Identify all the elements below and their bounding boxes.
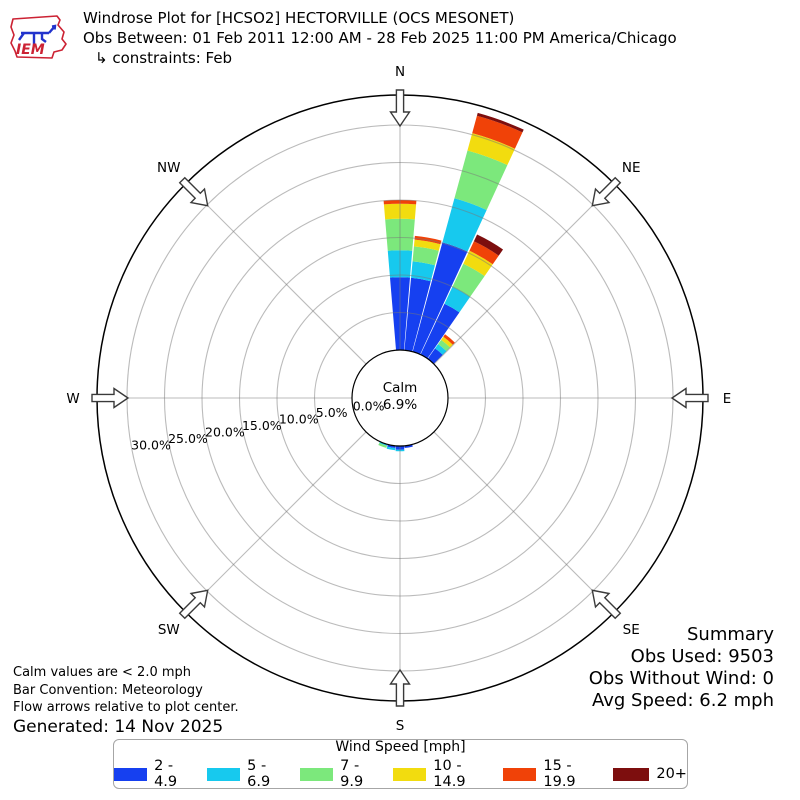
legend-bin-label: 15 - 19.9 <box>543 758 576 790</box>
ring-label: 0.0% <box>353 398 385 413</box>
calm-note: Calm values are < 2.0 mph <box>13 665 192 680</box>
windrose-petal-segment <box>420 303 460 359</box>
footnotes: Calm values are < 2.0 mph Bar Convention… <box>13 664 239 736</box>
windrose-petal-segment <box>435 344 447 355</box>
header: Windrose Plot for [HCSO2] HECTORVILLE (O… <box>83 8 677 68</box>
generated-date: Generated: 14 Nov 2025 <box>13 716 224 737</box>
compass-label-e: E <box>723 391 732 407</box>
ring-label: 5.0% <box>316 405 348 420</box>
flow-arrow-e-icon <box>670 387 709 409</box>
wind-speed-legend: Wind Speed [mph] 2 - 4.9 5 - 6.9 7 - 9.9 10… <box>113 739 688 790</box>
compass-label-sw: SW <box>158 622 180 638</box>
windrose-petal-segment <box>441 336 453 348</box>
legend-swatch-icon <box>207 767 241 781</box>
grid-spoke <box>185 183 367 365</box>
legend-item: 10 - 14.9 <box>393 758 493 790</box>
obs-range: Obs Between: 01 Feb 2011 12:00 AM - 28 F… <box>83 29 677 47</box>
flow-arrow-sw-icon <box>178 589 209 620</box>
compass-label-s: S <box>396 718 405 734</box>
compass-label-n: N <box>395 64 405 80</box>
legend-item: 2 - 4.9 <box>114 758 197 790</box>
windrose-petal-segment <box>412 246 439 266</box>
windrose-petal-segment <box>472 115 523 149</box>
compass-label-w: W <box>66 391 79 407</box>
grid-spoke <box>433 431 615 613</box>
legend-bin-label: 7 - 9.9 <box>340 758 364 790</box>
ring-label: 15.0% <box>242 418 282 433</box>
ring-label: 25.0% <box>168 431 208 446</box>
grid-spoke <box>433 183 615 365</box>
windrose-petal-segment <box>413 239 441 251</box>
windrose-petal-segment <box>442 198 487 252</box>
compass-label-se: SE <box>623 622 640 638</box>
windrose-petal-segment <box>386 446 396 451</box>
bar-convention-note: Bar Convention: Meteorology <box>13 682 203 698</box>
summary-obs-without-wind: Obs Without Wind: 0 <box>588 668 774 689</box>
windrose-petal-segment <box>469 241 499 265</box>
windrose-petal-segment <box>443 334 455 345</box>
legend-swatch-icon <box>613 767 650 781</box>
windrose-petal-segment <box>378 442 387 448</box>
calm-circle <box>351 349 449 447</box>
legend-row: 2 - 4.9 5 - 6.9 7 - 9.9 10 - 14.9 15 - 19.9 2… <box>114 758 687 790</box>
legend-item: 20+ <box>613 766 687 782</box>
windrose-petal-segment <box>476 112 524 133</box>
windrose-petal-segment <box>463 250 493 276</box>
summary-block: Summary Obs Used: 9503 Obs Without Wind:… <box>589 624 774 712</box>
legend-bin-label: 5 - 6.9 <box>247 758 271 790</box>
compass-label-nw: NW <box>157 160 180 176</box>
legend-bin-label: 10 - 14.9 <box>433 758 466 790</box>
legend-item: 15 - 19.9 <box>503 758 603 790</box>
summary-title: Summary <box>687 624 774 645</box>
compass-label-ne: NE <box>622 160 641 176</box>
legend-bin-label: 20+ <box>656 766 687 782</box>
windrose-petal-segment <box>467 133 515 166</box>
ring-label: 20.0% <box>205 424 245 439</box>
windrose-petal-segment <box>427 348 443 364</box>
grid-spoke <box>185 431 367 613</box>
calm-value: 6.9% <box>383 397 417 413</box>
summary-avg-speed: Avg Speed: 6.2 mph <box>592 690 774 711</box>
flow-arrow-s-icon <box>389 668 411 707</box>
legend-swatch-icon <box>300 767 334 781</box>
flow-arrow-n-icon <box>389 89 411 128</box>
summary-obs-used: Obs Used: 9503 <box>630 646 774 667</box>
ring-label: 10.0% <box>279 411 319 426</box>
plot-title: Windrose Plot for [HCSO2] HECTORVILLE (O… <box>83 9 515 27</box>
windrose-petal-segment <box>412 242 468 355</box>
flow-arrow-note: Flow arrows relative to plot center. <box>13 700 239 715</box>
iem-logo: IEM <box>10 15 67 59</box>
flow-arrow-ne-icon <box>591 176 622 207</box>
ring-label: 30.0% <box>131 437 171 452</box>
iem-logo-text: IEM <box>16 42 45 58</box>
windrose-petal-segment <box>454 150 508 211</box>
legend-swatch-icon <box>114 767 148 781</box>
legend-item: 5 - 6.9 <box>207 758 290 790</box>
legend-item: 7 - 9.9 <box>300 758 383 790</box>
legend-swatch-icon <box>503 767 537 781</box>
legend-title: Wind Speed [mph] <box>335 739 466 755</box>
flow-arrow-w-icon <box>91 387 130 409</box>
legend-swatch-icon <box>393 767 427 781</box>
windrose-petal-segment <box>438 339 451 352</box>
weather-station-icon <box>18 24 57 46</box>
flow-arrow-nw-icon <box>178 176 209 207</box>
legend-bin-label: 2 - 4.9 <box>154 758 178 790</box>
windrose-petal-segment <box>473 234 504 256</box>
flow-arrow-se-icon <box>591 589 622 620</box>
constraints: ↳ constraints: Feb <box>95 49 233 67</box>
calm-label: Calm <box>383 380 418 396</box>
windrose-petal-segment <box>452 263 485 297</box>
